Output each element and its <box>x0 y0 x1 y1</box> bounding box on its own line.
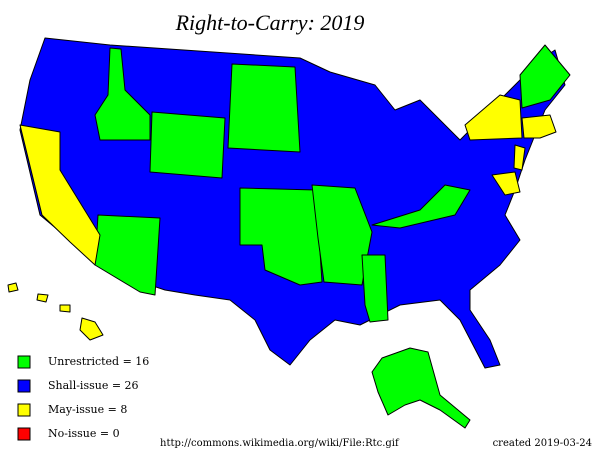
created-date: created 2019-03-24 <box>493 438 592 449</box>
state-ky-wv <box>371 184 471 229</box>
state-mo-ar <box>311 184 373 286</box>
legend-label: No-issue = 0 <box>48 427 120 440</box>
state-ca <box>19 124 101 266</box>
legend-swatch <box>17 355 31 369</box>
legend-swatch <box>17 403 31 417</box>
state-ny <box>464 94 523 141</box>
state-az <box>94 214 161 296</box>
state-ma-ct-ri <box>521 114 557 139</box>
state-ne-new-england <box>519 44 571 109</box>
states <box>7 37 571 429</box>
source-url: http://commons.wikimedia.org/wiki/File:R… <box>160 438 400 449</box>
state-md-de <box>491 171 521 196</box>
legend: Unrestricted = 16 Shall-issue = 26 May-iss… <box>17 355 149 441</box>
state-nd-sd <box>227 63 301 153</box>
state-id <box>94 47 151 141</box>
legend-label: Unrestricted = 16 <box>48 355 149 368</box>
legend-label: Shall-issue = 26 <box>48 379 139 392</box>
legend-swatch <box>17 379 31 393</box>
state-hi-2 <box>36 293 49 303</box>
map-title: Right-to-Carry: 2019 <box>175 10 365 35</box>
state-nj <box>513 144 526 171</box>
state-hi-1 <box>7 282 19 293</box>
legend-swatch <box>17 427 31 441</box>
legend-label: May-issue = 8 <box>48 403 127 416</box>
state-hi-4 <box>79 317 104 341</box>
state-wy <box>149 111 226 179</box>
state-ms <box>361 254 389 323</box>
state-ak <box>371 347 471 429</box>
state-hi-3 <box>59 304 71 313</box>
